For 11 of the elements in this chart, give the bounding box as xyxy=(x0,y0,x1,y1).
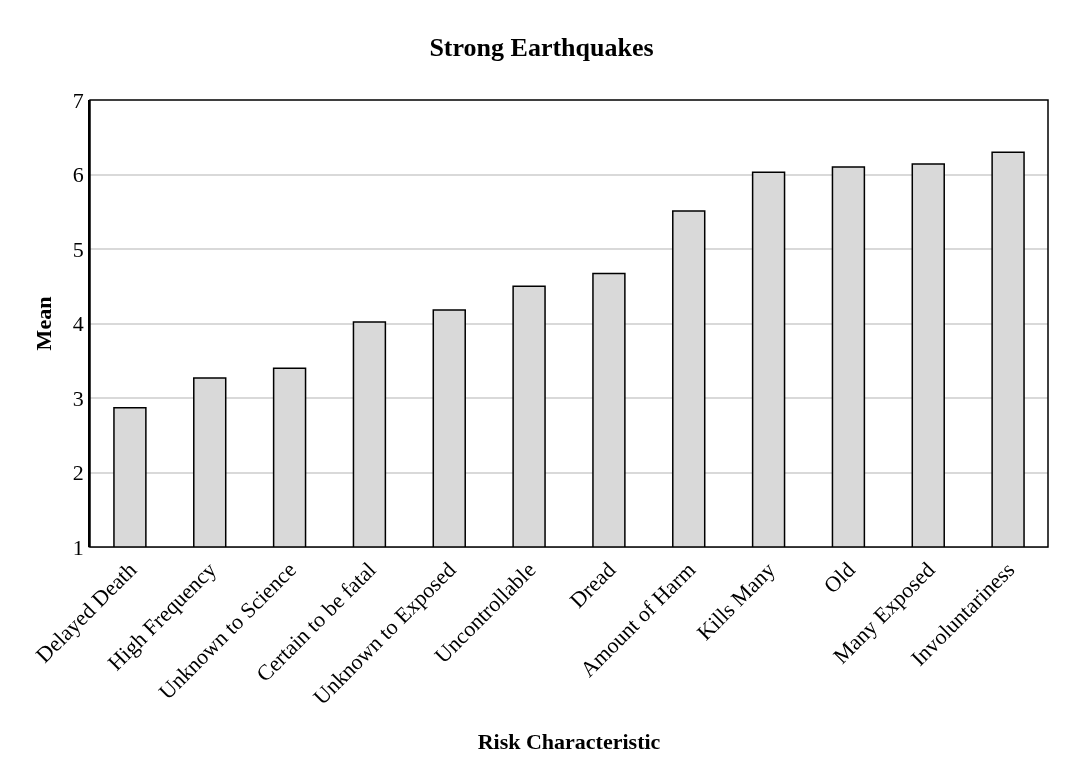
y-axis-title: Mean xyxy=(31,296,57,351)
y-tick-label: 2 xyxy=(72,460,84,486)
x-tick-label: Old xyxy=(818,557,860,599)
chart-title: Strong Earthquakes xyxy=(429,33,654,63)
y-tick-label: 7 xyxy=(72,87,84,113)
y-tick-label: 6 xyxy=(72,162,84,188)
y-tick-label: 1 xyxy=(72,534,84,560)
y-tick-label: 5 xyxy=(72,236,84,262)
y-tick-label: 4 xyxy=(72,311,84,337)
x-axis-title: Risk Characteristic xyxy=(477,729,661,755)
y-tick-label: 3 xyxy=(72,385,84,411)
